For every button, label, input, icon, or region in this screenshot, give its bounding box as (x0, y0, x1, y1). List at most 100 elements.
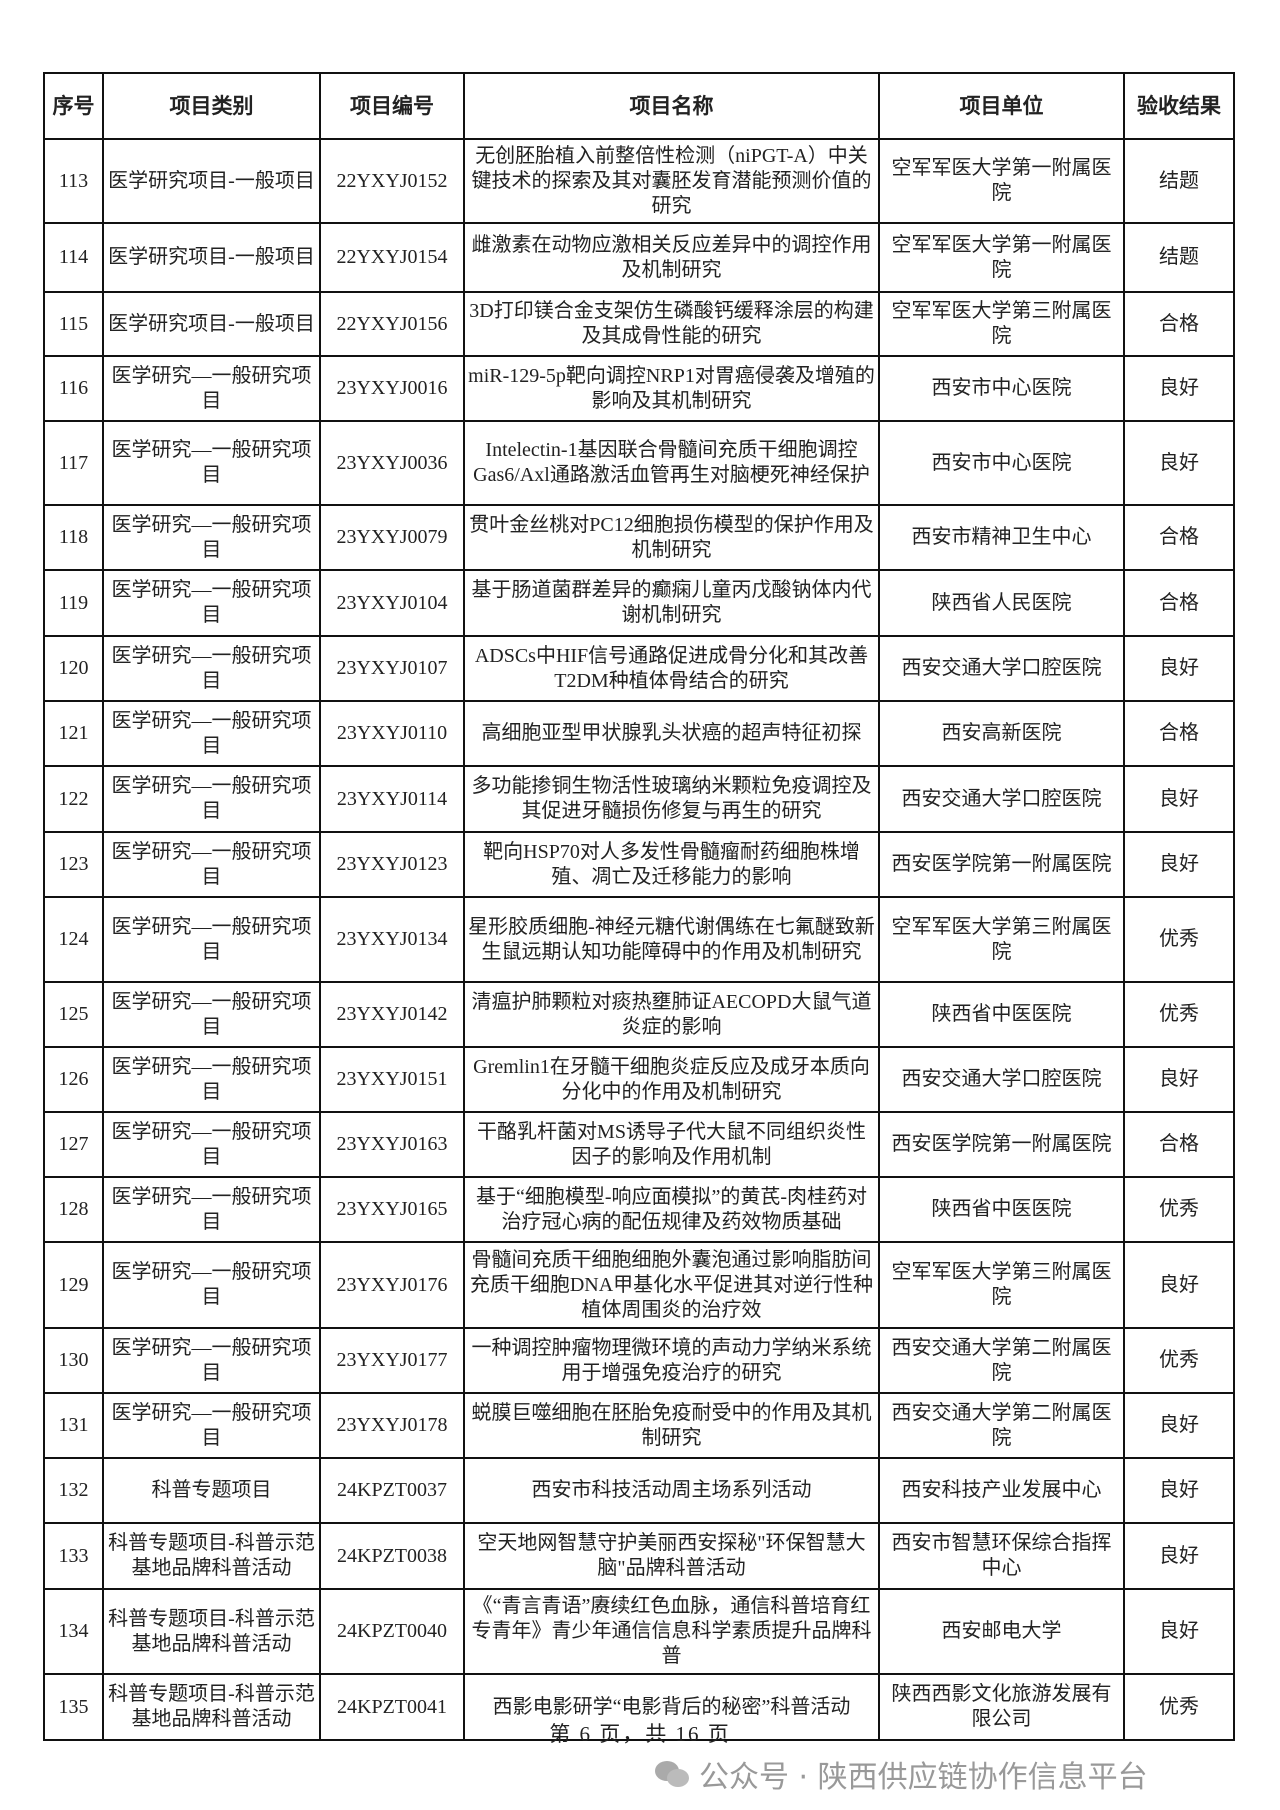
cell-no: 130 (43, 1327, 104, 1394)
cell-result: 优秀 (1123, 1673, 1235, 1741)
cell-unit: 陕西省中医医院 (878, 981, 1125, 1048)
cell-code: 22YXYJ0156 (319, 291, 465, 357)
cell-category: 医学研究—一般研究项目 (102, 700, 321, 767)
table-row: 125 医学研究—一般研究项目 23YXYJ0142 清瘟护肺颗粒对痰热壅肺证AECO… (43, 981, 1235, 1048)
cell-no: 132 (43, 1457, 104, 1524)
cell-category: 医学研究—一般研究项目 (102, 981, 321, 1048)
cell-unit: 西安高新医院 (878, 700, 1125, 767)
cell-code: 23YXYJ0114 (319, 765, 465, 833)
cell-unit: 西安交通大学口腔医院 (878, 1046, 1125, 1113)
cell-category: 医学研究—一般研究项目 (102, 1392, 321, 1459)
cell-no: 115 (43, 291, 104, 357)
header-name: 项目名称 (463, 72, 880, 140)
cell-category: 医学研究—一般研究项目 (102, 896, 321, 983)
cell-category: 医学研究—一般研究项目 (102, 569, 321, 637)
cell-code: 23YXYJ0134 (319, 896, 465, 983)
cell-name: 骨髓间充质干细胞细胞外囊泡通过影响脂肪间充质干细胞DNA甲基化水平促进其对逆行性… (463, 1241, 880, 1329)
watermark-text: 公众号 · 陕西供应链协作信息平台 (699, 1760, 1148, 1795)
cell-code: 23YXYJ0176 (319, 1241, 465, 1329)
cell-name: miR-129-5p靶向调控NRP1对胃癌侵袭及增殖的影响及其机制研究 (463, 355, 880, 422)
cell-name: 西安市科技活动周主场系列活动 (463, 1457, 880, 1524)
cell-category: 医学研究—一般研究项目 (102, 635, 321, 702)
cell-no: 133 (43, 1522, 104, 1590)
cell-result: 优秀 (1123, 981, 1235, 1048)
cell-no: 129 (43, 1241, 104, 1329)
cell-name: 多功能掺铜生物活性玻璃纳米颗粒免疫调控及其促进牙髓损伤修复与再生的研究 (463, 765, 880, 833)
header-category: 项目类别 (102, 72, 321, 140)
header-no: 序号 (43, 72, 104, 140)
cell-result: 良好 (1123, 355, 1235, 422)
cell-category: 医学研究项目-一般项目 (102, 138, 321, 224)
cell-no: 116 (43, 355, 104, 422)
cell-no: 114 (43, 222, 104, 293)
cell-no: 128 (43, 1176, 104, 1243)
cell-code: 23YXYJ0163 (319, 1111, 465, 1178)
cell-code: 23YXYJ0165 (319, 1176, 465, 1243)
cell-category: 医学研究—一般研究项目 (102, 1046, 321, 1113)
cell-unit: 西安医学院第一附属医院 (878, 831, 1125, 898)
table-row: 115 医学研究项目-一般项目 22YXYJ0156 3D打印镁合金支架仿生磷酸钙缓释… (43, 291, 1235, 357)
cell-result: 良好 (1123, 765, 1235, 833)
cell-code: 23YXYJ0178 (319, 1392, 465, 1459)
header-result: 验收结果 (1123, 72, 1235, 140)
cell-unit: 空军军医大学第一附属医院 (878, 222, 1125, 293)
cell-unit: 西安市智慧环保综合指挥中心 (878, 1522, 1125, 1590)
table-row: 119 医学研究—一般研究项目 23YXYJ0104 基于肠道菌群差异的癫痫儿童丙戊酸… (43, 569, 1235, 637)
cell-result: 良好 (1123, 635, 1235, 702)
cell-no: 126 (43, 1046, 104, 1113)
cell-code: 23YXYJ0151 (319, 1046, 465, 1113)
cell-name: 基于肠道菌群差异的癫痫儿童丙戊酸钠体内代谢机制研究 (463, 569, 880, 637)
cell-name: 雌激素在动物应激相关反应差异中的调控作用及机制研究 (463, 222, 880, 293)
cell-unit: 空军军医大学第三附属医院 (878, 1241, 1125, 1329)
cell-code: 23YXYJ0177 (319, 1327, 465, 1394)
table-row: 135 科普专题项目-科普示范基地品牌科普活动 24KPZT0041 西影电影研学“电… (43, 1673, 1235, 1741)
cell-name: 靶向HSP70对人多发性骨髓瘤耐药细胞株增殖、凋亡及迁移能力的影响 (463, 831, 880, 898)
cell-category: 医学研究—一般研究项目 (102, 1111, 321, 1178)
cell-category: 科普专题项目 (102, 1457, 321, 1524)
cell-result: 合格 (1123, 1111, 1235, 1178)
cell-category: 科普专题项目-科普示范基地品牌科普活动 (102, 1673, 321, 1741)
cell-name: 星形胶质细胞-神经元糖代谢偶练在七氟醚致新生鼠远期认知功能障碍中的作用及机制研究 (463, 896, 880, 983)
cell-no: 117 (43, 420, 104, 506)
cell-name: 空天地网智慧守护美丽西安探秘"环保智慧大脑"品牌科普活动 (463, 1522, 880, 1590)
cell-result: 优秀 (1123, 896, 1235, 983)
cell-result: 结题 (1123, 222, 1235, 293)
cell-result: 良好 (1123, 420, 1235, 506)
cell-result: 优秀 (1123, 1327, 1235, 1394)
table-row: 124 医学研究—一般研究项目 23YXYJ0134 星形胶质细胞-神经元糖代谢偶练在… (43, 896, 1235, 983)
cell-name: 一种调控肿瘤物理微环境的声动力学纳米系统用于增强免疫治疗的研究 (463, 1327, 880, 1394)
cell-unit: 空军军医大学第三附属医院 (878, 896, 1125, 983)
cell-category: 科普专题项目-科普示范基地品牌科普活动 (102, 1522, 321, 1590)
cell-category: 医学研究—一般研究项目 (102, 504, 321, 571)
cell-unit: 空军军医大学第一附属医院 (878, 138, 1125, 224)
cell-unit: 空军军医大学第三附属医院 (878, 291, 1125, 357)
table-row: 118 医学研究—一般研究项目 23YXYJ0079 贯叶金丝桃对PC12细胞损伤模型… (43, 504, 1235, 571)
table-row: 116 医学研究—一般研究项目 23YXYJ0016 miR-129-5p靶向调控NR… (43, 355, 1235, 422)
cell-code: 24KPZT0041 (319, 1673, 465, 1741)
cell-no: 124 (43, 896, 104, 983)
watermark: 公众号 · 陕西供应链协作信息平台 (655, 1752, 1148, 1796)
cell-name: 贯叶金丝桃对PC12细胞损伤模型的保护作用及机制研究 (463, 504, 880, 571)
cell-code: 23YXYJ0036 (319, 420, 465, 506)
cell-no: 127 (43, 1111, 104, 1178)
cell-name: 《“青言青语”赓续红色血脉，通信科普培育红专青年》青少年通信信息科学素质提升品牌… (463, 1588, 880, 1675)
table-row: 126 医学研究—一般研究项目 23YXYJ0151 Gremlin1在牙髓干细胞炎症… (43, 1046, 1235, 1113)
cell-unit: 西安市中心医院 (878, 355, 1125, 422)
cell-result: 结题 (1123, 138, 1235, 224)
cell-unit: 陕西省中医医院 (878, 1176, 1125, 1243)
cell-no: 131 (43, 1392, 104, 1459)
cell-name: 基于“细胞模型-响应面模拟”的黄芪-肉桂药对治疗冠心病的配伍规律及药效物质基础 (463, 1176, 880, 1243)
table-row: 128 医学研究—一般研究项目 23YXYJ0165 基于“细胞模型-响应面模拟”的黄… (43, 1176, 1235, 1243)
cell-unit: 西安科技产业发展中心 (878, 1457, 1125, 1524)
cell-no: 123 (43, 831, 104, 898)
table-row: 133 科普专题项目-科普示范基地品牌科普活动 24KPZT0038 空天地网智慧守护… (43, 1522, 1235, 1590)
table-row: 130 医学研究—一般研究项目 23YXYJ0177 一种调控肿瘤物理微环境的声动力学… (43, 1327, 1235, 1394)
cell-result: 良好 (1123, 1046, 1235, 1113)
cell-unit: 陕西西影文化旅游发展有限公司 (878, 1673, 1125, 1741)
cell-no: 120 (43, 635, 104, 702)
cell-no: 125 (43, 981, 104, 1048)
wechat-icon (655, 1759, 691, 1789)
cell-no: 118 (43, 504, 104, 571)
cell-result: 合格 (1123, 569, 1235, 637)
cell-code: 24KPZT0037 (319, 1457, 465, 1524)
